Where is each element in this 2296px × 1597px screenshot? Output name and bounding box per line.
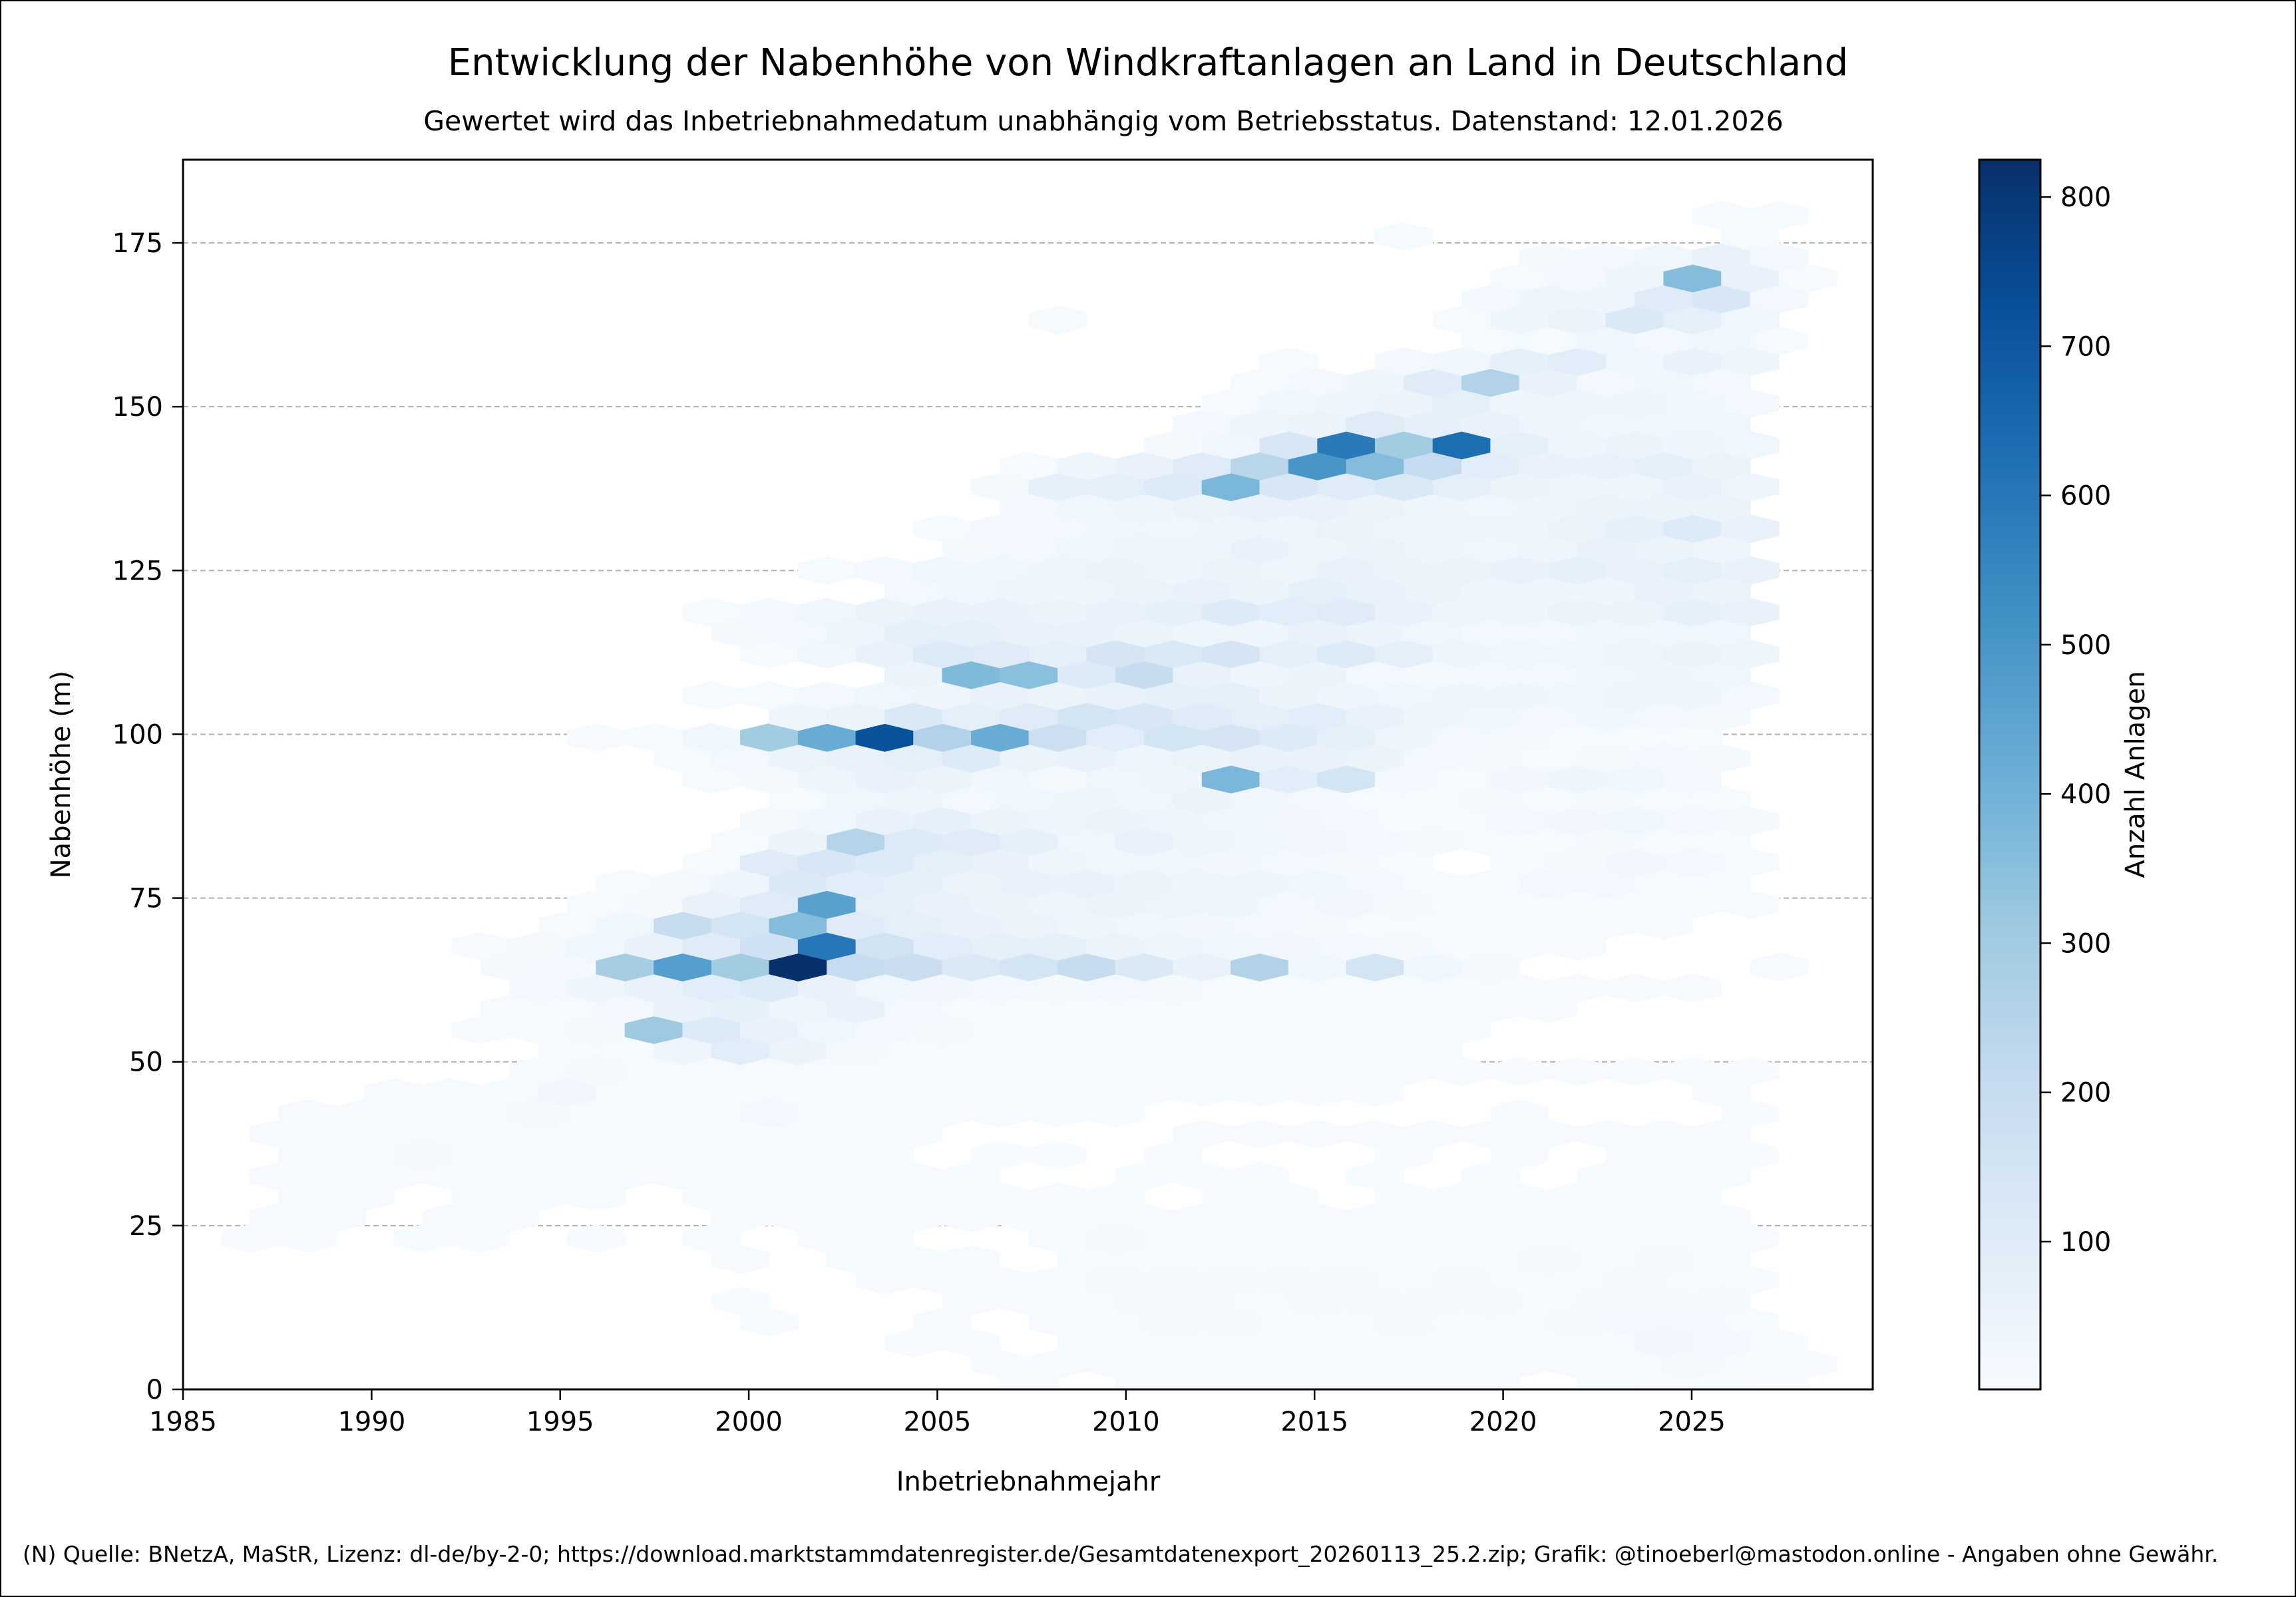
hexbin-cell bbox=[1231, 1120, 1289, 1149]
hexbin-cell bbox=[567, 1224, 626, 1253]
hexbin-cell bbox=[1231, 1161, 1289, 1190]
source-footnote: (N) Quelle: BNetzA, MaStR, Lizenz: dl-de… bbox=[23, 1541, 2219, 1567]
y-tick-label: 75 bbox=[129, 884, 163, 914]
y-tick-label: 25 bbox=[129, 1211, 163, 1242]
hexbin-cell bbox=[567, 723, 626, 752]
hexbin-cell bbox=[682, 681, 741, 711]
x-tick-label: 1985 bbox=[149, 1407, 217, 1437]
y-tick-label: 125 bbox=[112, 556, 163, 586]
hexbin-cell bbox=[1028, 305, 1087, 335]
hexbin-cell bbox=[1259, 347, 1318, 376]
hexbin-cell bbox=[1605, 974, 1664, 1003]
x-tick-label: 2010 bbox=[1092, 1407, 1160, 1437]
colorbar-tick-label: 100 bbox=[2060, 1227, 2111, 1258]
hexbin-cell bbox=[711, 1287, 770, 1316]
hexbin-cell bbox=[797, 556, 857, 585]
plot-area-frame bbox=[182, 158, 1874, 1391]
chart-subtitle: Gewertet wird das Inbetriebnahmedatum un… bbox=[423, 105, 1784, 137]
x-axis-ticks: 1985 1990 1995 2000 2005 2010 2015 2020 2025 bbox=[149, 1389, 1726, 1437]
y-tick-label: 150 bbox=[112, 392, 163, 423]
x-tick-label: 2005 bbox=[904, 1407, 972, 1437]
colorbar-tick-label: 500 bbox=[2060, 630, 2111, 661]
x-tick-label: 2020 bbox=[1469, 1407, 1537, 1437]
x-tick-label: 2000 bbox=[715, 1407, 783, 1437]
x-axis-label: Inbetriebnahmejahr bbox=[896, 1467, 1161, 1497]
hexbin-cell bbox=[942, 1245, 1001, 1274]
hexbin-cell bbox=[1490, 1099, 1549, 1128]
hexbin-cell bbox=[1750, 201, 1809, 230]
y-tick-label: 100 bbox=[112, 719, 163, 750]
colorbar-tick-label: 700 bbox=[2060, 331, 2111, 362]
colorbar-tick-label: 200 bbox=[2060, 1078, 2111, 1109]
x-tick-label: 2025 bbox=[1658, 1407, 1726, 1437]
hexbin-cells bbox=[220, 201, 1837, 1389]
colorbar-tick-label: 800 bbox=[2060, 182, 2111, 213]
y-tick-label: 50 bbox=[129, 1047, 163, 1078]
hexbin-cell bbox=[1721, 1057, 1780, 1086]
hexbin-cell bbox=[1288, 1120, 1347, 1149]
x-tick-label: 2015 bbox=[1280, 1407, 1348, 1437]
hexbin-cell bbox=[1750, 952, 1809, 981]
y-axis-ticks: 0 25 50 75 100 125 150 175 bbox=[112, 228, 183, 1405]
x-tick-label: 1990 bbox=[337, 1407, 405, 1437]
hexbin-cell bbox=[1375, 222, 1434, 251]
colorbar-tick-label: 400 bbox=[2060, 779, 2111, 810]
x-tick-label: 1995 bbox=[526, 1407, 594, 1437]
colorbar bbox=[1978, 158, 2042, 1391]
chart-title: Entwicklung der Nabenhöhe von Windkrafta… bbox=[447, 41, 1849, 85]
hexbin-cell bbox=[1663, 974, 1722, 1003]
colorbar-ticks: 100 200 300 400 500 600 700 800 bbox=[2040, 182, 2111, 1258]
colorbar-tick-label: 300 bbox=[2060, 928, 2111, 959]
y-tick-label: 0 bbox=[146, 1375, 163, 1405]
hexbin-cell bbox=[1028, 1141, 1087, 1170]
y-tick-label: 175 bbox=[112, 228, 163, 259]
colorbar-label: Anzahl Anlagen bbox=[2120, 671, 2151, 878]
y-axis-label: Nabenhöhe (m) bbox=[46, 671, 77, 878]
colorbar-tick-label: 600 bbox=[2060, 481, 2111, 512]
